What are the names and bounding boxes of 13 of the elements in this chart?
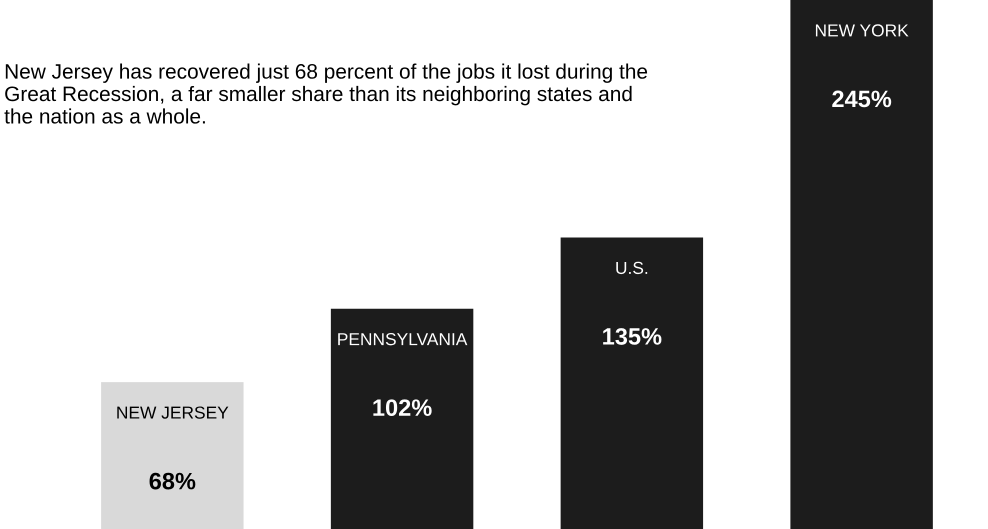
data-label: 102% — [373, 399, 432, 416]
bar — [790, 0, 933, 529]
bar — [560, 238, 704, 529]
bar — [101, 382, 244, 529]
data-label: 135% — [603, 328, 662, 345]
bar — [330, 308, 474, 529]
data-label: 245% — [832, 90, 892, 108]
x-tick-label: NEW YORK — [816, 24, 909, 37]
x-tick-label: PENNSYLVANIA — [338, 333, 468, 346]
annotation: New Jersey has recovered just 68 percent of the jobs it lost during the Great Recession, a far smaller share than its neighboring states and the nation as a whole. — [4, 63, 648, 124]
x-tick-label: NEW JERSEY — [117, 406, 228, 419]
x-tick-label: U.S. — [616, 262, 648, 274]
data-label: 68% — [150, 472, 196, 490]
